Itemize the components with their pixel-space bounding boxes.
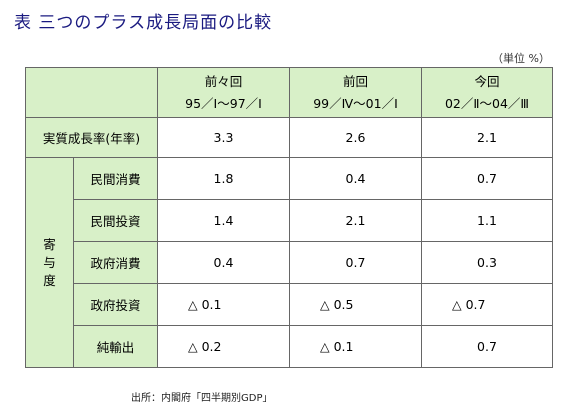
table-row: 民間投資 1.4 2.1 1.1 <box>26 200 553 242</box>
row-label: 政府投資 <box>74 284 158 326</box>
table-cell: 0.4 <box>290 158 422 200</box>
source-note: 出所：内閣府「四半期別GDP」 <box>131 389 272 404</box>
table-cell: 0.7 <box>422 326 553 368</box>
column-name: 今回 <box>422 71 552 93</box>
table-row: 政府投資 △ 0.1 △ 0.5 △ 0.7 <box>26 284 553 326</box>
table-cell: 2.1 <box>422 118 553 158</box>
table-cell: 2.1 <box>290 200 422 242</box>
table-cell: △ 0.5 <box>290 284 422 326</box>
column-period: 99／Ⅳ～01／Ⅰ <box>290 93 421 115</box>
row-label: 民間投資 <box>74 200 158 242</box>
contribution-group-label: 寄 与 度 <box>26 158 74 368</box>
table-row: 寄 与 度 民間消費 1.8 0.4 0.7 <box>26 158 553 200</box>
row-label: 民間消費 <box>74 158 158 200</box>
table-cell: 1.8 <box>158 158 290 200</box>
table-cell: △ 0.2 <box>158 326 290 368</box>
table-cell: 0.7 <box>290 242 422 284</box>
column-header: 前々回 95／Ⅰ～97／Ⅰ <box>158 68 290 118</box>
unit-note: （単位 %） <box>492 50 550 66</box>
table-cell: 2.6 <box>290 118 422 158</box>
table-cell: △ 0.1 <box>158 284 290 326</box>
table-cell: 0.4 <box>158 242 290 284</box>
column-header: 前回 99／Ⅳ～01／Ⅰ <box>290 68 422 118</box>
column-name: 前回 <box>290 71 421 93</box>
table-row: 純輸出 △ 0.2 △ 0.1 0.7 <box>26 326 553 368</box>
table-cell: △ 0.7 <box>422 284 553 326</box>
column-period: 02／Ⅱ～04／Ⅲ <box>422 93 552 115</box>
comparison-table: 前々回 95／Ⅰ～97／Ⅰ 前回 99／Ⅳ～01／Ⅰ 今回 02／Ⅱ～04／Ⅲ … <box>25 67 553 368</box>
table-cell: 0.7 <box>422 158 553 200</box>
table-cell: 0.3 <box>422 242 553 284</box>
table-cell: 1.1 <box>422 200 553 242</box>
column-header: 今回 02／Ⅱ～04／Ⅲ <box>422 68 553 118</box>
column-name: 前々回 <box>158 71 289 93</box>
row-label: 政府消費 <box>74 242 158 284</box>
row-label: 実質成長率(年率) <box>26 118 158 158</box>
table-cell: △ 0.1 <box>290 326 422 368</box>
header-row: 前々回 95／Ⅰ～97／Ⅰ 前回 99／Ⅳ～01／Ⅰ 今回 02／Ⅱ～04／Ⅲ <box>26 68 553 118</box>
table-title: 表 三つのプラス成長局面の比較 <box>14 8 272 33</box>
column-period: 95／Ⅰ～97／Ⅰ <box>158 93 289 115</box>
table-row: 政府消費 0.4 0.7 0.3 <box>26 242 553 284</box>
row-label: 純輸出 <box>74 326 158 368</box>
table-cell: 1.4 <box>158 200 290 242</box>
growth-row: 実質成長率(年率) 3.3 2.6 2.1 <box>26 118 553 158</box>
header-corner-cell <box>26 68 158 118</box>
table-cell: 3.3 <box>158 118 290 158</box>
